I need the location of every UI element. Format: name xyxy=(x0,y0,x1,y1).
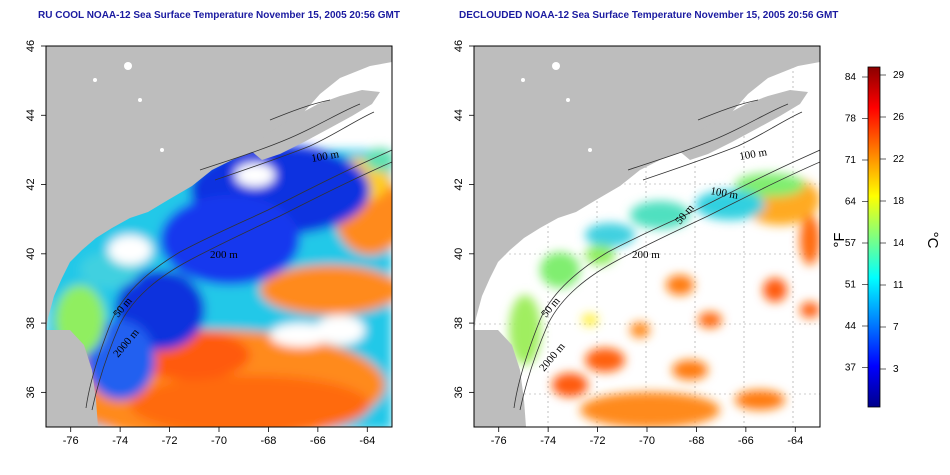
left-y-tick-label: 36 xyxy=(25,386,37,398)
right-x-tick-label: -66 xyxy=(738,435,754,447)
left-map-title: RU COOL NOAA-12 Sea Surface Temperature … xyxy=(38,10,400,21)
left-y-tick-label: 38 xyxy=(25,317,37,329)
colorbar-fahrenheit-tick: 51 xyxy=(845,280,857,291)
left-bathymetry-contours xyxy=(85,99,392,411)
right-y-tick-label: 40 xyxy=(453,248,465,260)
right-x-tick-label: -76 xyxy=(491,435,507,447)
colorbar-fahrenheit-tick: 64 xyxy=(845,197,857,208)
colorbar-fahrenheit-tick: 57 xyxy=(845,238,857,249)
left-sst-field xyxy=(46,145,392,427)
left-x-tick-label: -70 xyxy=(211,435,227,447)
left-x-tick-label: -74 xyxy=(112,435,128,447)
right-y-tick-label: 38 xyxy=(453,317,465,329)
colorbar-gradient xyxy=(867,66,881,408)
colorbar-celsius-tick: 3 xyxy=(893,364,899,375)
left-land-mass xyxy=(46,46,392,330)
right-y-tick-label: 44 xyxy=(453,109,465,121)
left-y-tick-label: 46 xyxy=(25,40,37,52)
colorbar-fahrenheit-tick: 78 xyxy=(845,114,857,125)
left-x-tick-label: -76 xyxy=(63,435,79,447)
left-y-tick-label: 40 xyxy=(25,248,37,260)
colorbar-celsius-ticks: 29 26 22 18 14 11 7 3 xyxy=(880,70,905,375)
left-map-panel xyxy=(46,46,392,427)
left-coastal-strip xyxy=(46,330,98,427)
colorbar-fahrenheit-tick: 44 xyxy=(845,321,857,332)
right-x-tick-label: -64 xyxy=(787,435,803,447)
colorbar: 84 78 71 64 57 51 44 37 29 26 22 18 14 11 7 3 °F °C xyxy=(831,66,941,408)
left-lakes xyxy=(93,62,164,152)
colorbar-celsius-tick: 11 xyxy=(893,280,904,291)
left-x-tick-label: -68 xyxy=(260,435,276,447)
right-map-panel xyxy=(474,46,820,427)
right-land-mass xyxy=(474,46,820,330)
right-bathymetry-contours xyxy=(513,99,820,411)
colorbar-fahrenheit-tick: 84 xyxy=(845,72,857,83)
colorbar-celsius-tick: 7 xyxy=(893,322,899,333)
right-lakes xyxy=(521,62,592,152)
celsius-unit-label: °C xyxy=(924,232,941,249)
right-map-title: DECLOUDED NOAA-12 Sea Surface Temperatur… xyxy=(459,10,839,21)
right-contour-label-200m: 200 m xyxy=(632,249,660,261)
colorbar-celsius-tick: 29 xyxy=(893,70,905,81)
right-contour-label-100m-a: 100 m xyxy=(738,146,768,163)
colorbar-celsius-tick: 14 xyxy=(893,238,905,249)
colorbar-fahrenheit-tick: 37 xyxy=(845,363,857,374)
left-x-tick-label: -66 xyxy=(310,435,326,447)
right-y-tick-label: 42 xyxy=(453,178,465,190)
colorbar-celsius-tick: 18 xyxy=(893,196,905,207)
colorbar-fahrenheit-tick: 71 xyxy=(845,155,857,166)
right-x-tick-label: -72 xyxy=(590,435,606,447)
left-y-tick-label: 44 xyxy=(25,109,37,121)
left-y-tick-label: 42 xyxy=(25,178,37,190)
left-x-tick-label: -64 xyxy=(359,435,375,447)
right-contour-label-100m-b: 100 m xyxy=(709,185,739,202)
left-axis-ticks: -76 -74 -72 -70 -68 -66 -64 36 38 40 42 44 46 xyxy=(25,40,375,447)
right-nova-scotia xyxy=(678,90,808,160)
left-contour-label-200m: 200 m xyxy=(210,249,238,261)
colorbar-celsius-tick: 26 xyxy=(893,112,905,123)
right-y-tick-label: 46 xyxy=(453,40,465,52)
right-axis-ticks: -76 -74 -72 -70 -68 -66 -64 36 38 40 42 44 46 xyxy=(453,40,803,447)
left-nova-scotia xyxy=(250,90,380,160)
colorbar-fahrenheit-ticks: 84 78 71 64 57 51 44 37 xyxy=(845,72,868,374)
right-x-tick-label: -74 xyxy=(540,435,556,447)
fahrenheit-unit-label: °F xyxy=(831,232,848,247)
right-coastal-strip xyxy=(474,330,526,427)
right-y-tick-label: 36 xyxy=(453,386,465,398)
right-x-tick-label: -70 xyxy=(639,435,655,447)
colorbar-celsius-tick: 22 xyxy=(893,154,905,165)
right-x-tick-label: -68 xyxy=(688,435,704,447)
left-x-tick-label: -72 xyxy=(162,435,178,447)
left-contour-label-100m: 100 m xyxy=(310,148,340,165)
